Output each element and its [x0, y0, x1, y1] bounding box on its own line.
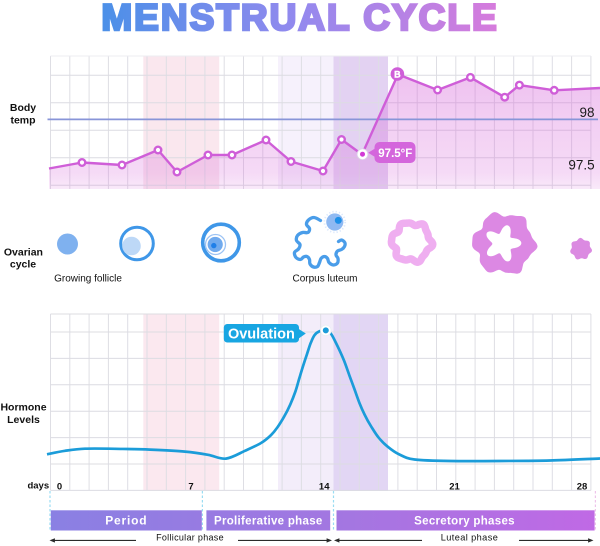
svg-text:97.5°F: 97.5°F	[378, 148, 412, 160]
svg-text:28: 28	[577, 482, 588, 493]
svg-text:Period: Period	[105, 513, 147, 527]
svg-text:97.5: 97.5	[568, 157, 594, 172]
svg-text:0: 0	[57, 482, 62, 493]
svg-text:days: days	[27, 481, 49, 492]
svg-text:Body: Body	[10, 102, 36, 114]
svg-text:7: 7	[188, 482, 193, 493]
svg-text:Hormone: Hormone	[0, 402, 46, 414]
svg-text:MENSTRUAL CYCLE: MENSTRUAL CYCLE	[101, 0, 498, 38]
svg-text:Follicular phase: Follicular phase	[156, 533, 224, 543]
svg-text:Ovulation: Ovulation	[228, 327, 295, 343]
svg-text:cycle: cycle	[10, 259, 36, 271]
svg-text:Proliferative phase: Proliferative phase	[214, 515, 323, 527]
svg-text:Levels: Levels	[7, 414, 40, 426]
svg-text:Secretory phases: Secretory phases	[414, 515, 515, 527]
svg-text:temp: temp	[10, 115, 35, 127]
svg-text:Corpus luteum: Corpus luteum	[292, 274, 357, 285]
svg-text:Luteal phase: Luteal phase	[441, 533, 498, 543]
svg-text:21: 21	[449, 482, 460, 493]
svg-text:14: 14	[319, 482, 330, 493]
svg-text:Ovarian: Ovarian	[4, 246, 43, 258]
svg-text:Growing follicle: Growing follicle	[54, 274, 122, 285]
svg-text:B: B	[394, 69, 401, 79]
svg-text:98: 98	[579, 105, 594, 120]
